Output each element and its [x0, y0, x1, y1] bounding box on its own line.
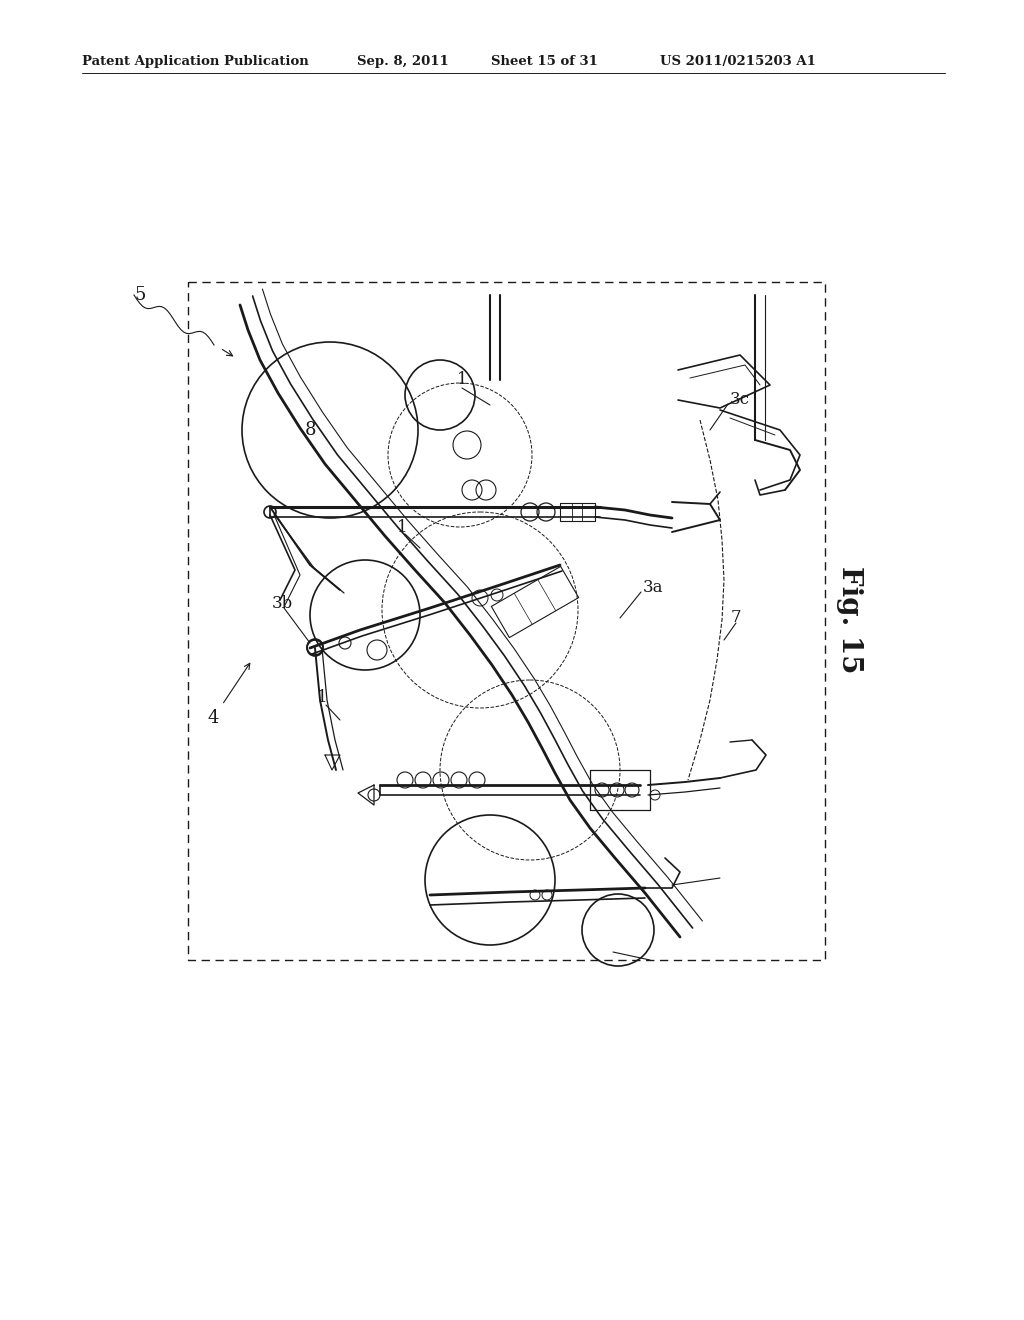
Bar — [188, 282, 825, 960]
Text: Fig. 15: Fig. 15 — [837, 566, 863, 673]
Text: US 2011/0215203 A1: US 2011/0215203 A1 — [660, 55, 816, 69]
Text: 3c: 3c — [730, 392, 750, 408]
Text: 1: 1 — [316, 689, 328, 706]
Text: 1: 1 — [457, 371, 467, 388]
Text: 8: 8 — [304, 421, 315, 440]
Text: 5: 5 — [134, 286, 145, 304]
Text: 4: 4 — [207, 709, 219, 727]
Text: Sheet 15 of 31: Sheet 15 of 31 — [490, 55, 598, 69]
Text: 3a: 3a — [643, 579, 664, 597]
Text: 7: 7 — [731, 610, 741, 627]
Text: Patent Application Publication: Patent Application Publication — [82, 55, 309, 69]
Text: Sep. 8, 2011: Sep. 8, 2011 — [357, 55, 449, 69]
Text: 3b: 3b — [272, 595, 293, 612]
Text: 1: 1 — [396, 520, 408, 536]
